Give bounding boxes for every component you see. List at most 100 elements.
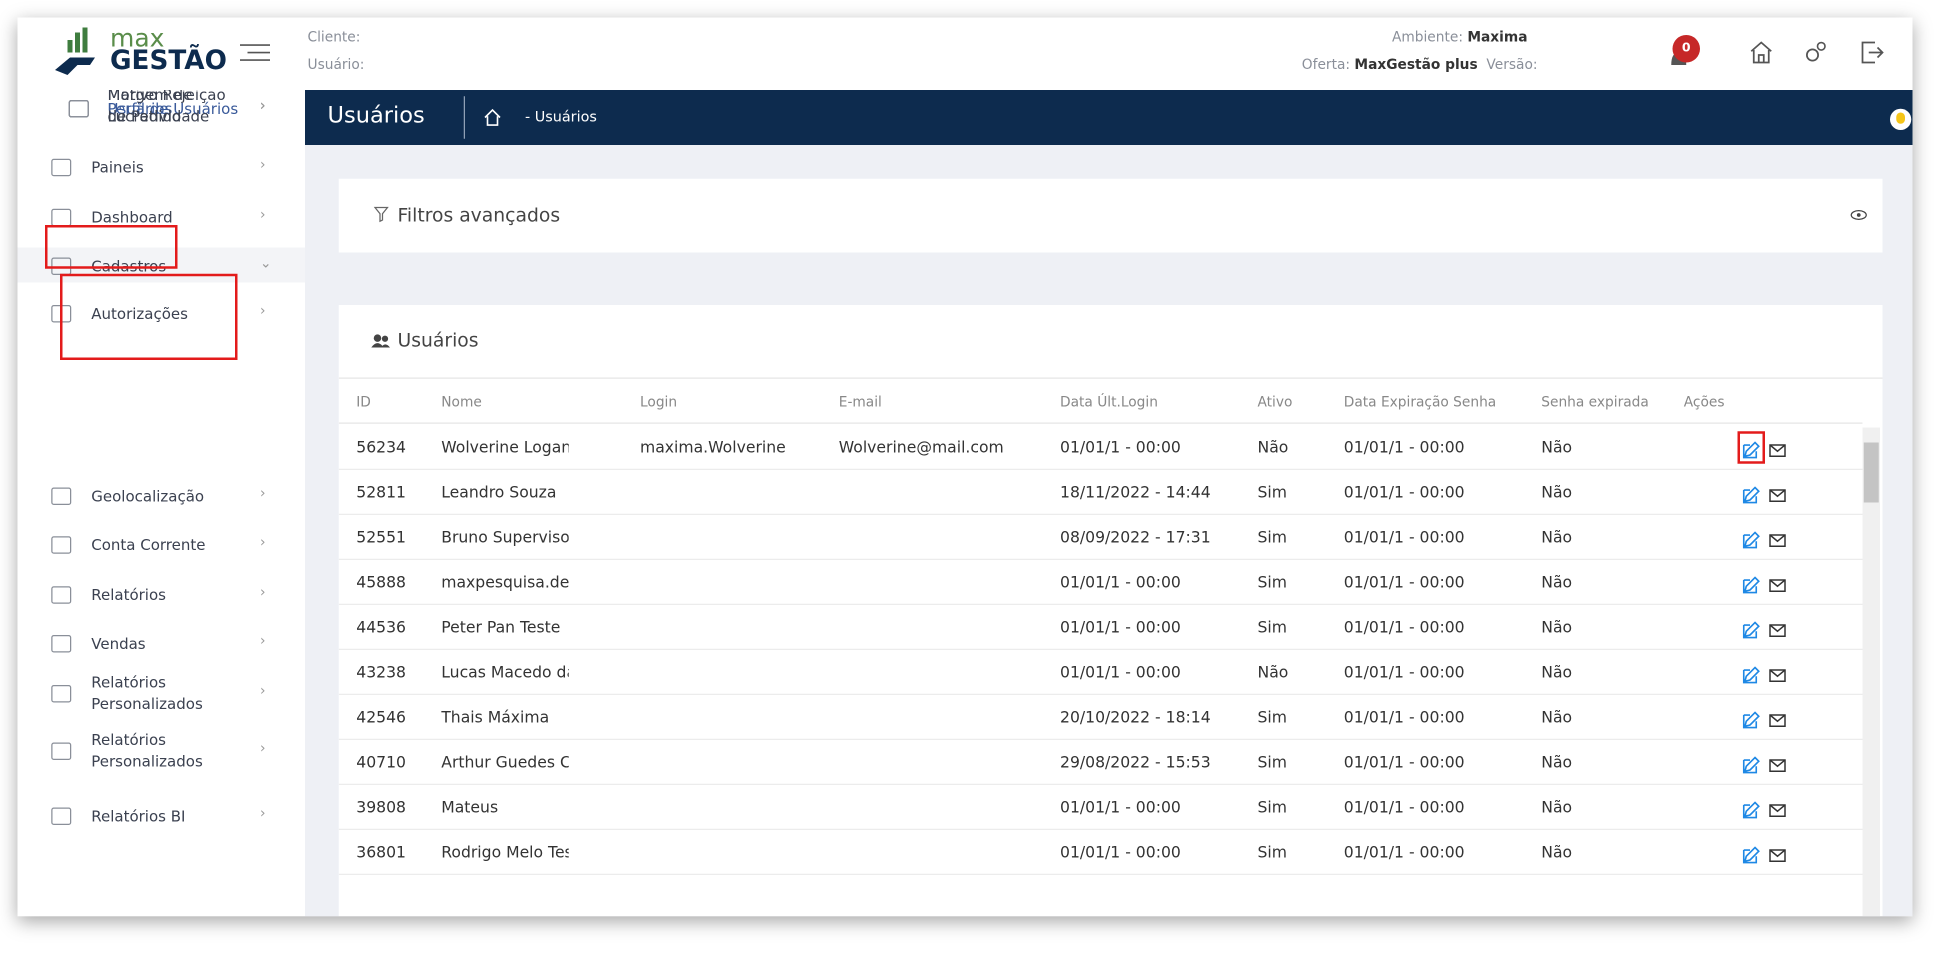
row-divider xyxy=(338,693,1863,695)
table-cell: 01/01/1 - 00:00 xyxy=(1343,617,1465,637)
row-actions[interactable] xyxy=(1742,846,1793,864)
table-cell: 43238 xyxy=(356,662,406,682)
email-icon[interactable] xyxy=(1769,804,1786,817)
column-header: Ativo xyxy=(1257,393,1293,410)
submenu-label: Margem de Lucratividade xyxy=(107,90,210,125)
menu-toggle[interactable] xyxy=(240,43,273,63)
chevron: › xyxy=(260,302,266,319)
main-content: Usuários - Usuários Filtros avançados Us… xyxy=(305,90,1913,917)
row-actions[interactable] xyxy=(1742,531,1793,549)
chevron: › xyxy=(260,632,266,649)
breadcrumb-home[interactable] xyxy=(483,108,503,128)
notification-badge[interactable]: 0 xyxy=(1672,35,1700,63)
email-icon[interactable] xyxy=(1769,669,1786,682)
menu-item[interactable]: Relatórios BI › xyxy=(18,798,306,833)
menu-item[interactable]: Conta Corrente › xyxy=(18,526,306,561)
menu-label: Relatórios xyxy=(91,586,166,604)
row-actions[interactable] xyxy=(1742,666,1793,684)
submenu-label: Perfil de Usuários xyxy=(107,100,239,118)
row-actions[interactable] xyxy=(1742,756,1793,774)
edit-icon[interactable] xyxy=(1742,486,1760,504)
table-cell: Não xyxy=(1541,482,1573,502)
edit-icon[interactable] xyxy=(1742,621,1760,639)
edit-icon[interactable] xyxy=(1742,846,1760,864)
menu-item[interactable]: Vendas › xyxy=(18,625,306,660)
row-actions[interactable] xyxy=(1742,711,1793,729)
table-cell: Thais Máxima xyxy=(441,707,550,727)
menu-item[interactable]: Relatórios › xyxy=(18,576,306,611)
column-header: Login xyxy=(640,393,678,410)
row-actions[interactable] xyxy=(1742,576,1793,594)
chevron: › xyxy=(260,805,266,822)
table-cell: 01/01/1 - 00:00 xyxy=(1343,707,1465,727)
filters-title[interactable]: Filtros avançados xyxy=(397,203,561,227)
menu-item[interactable]: Geolocalização › xyxy=(18,478,306,513)
email-icon[interactable] xyxy=(1769,759,1786,772)
edit-icon[interactable] xyxy=(1742,801,1760,819)
email-icon[interactable] xyxy=(1769,489,1786,502)
home-icon[interactable] xyxy=(1748,39,1776,67)
row-actions[interactable] xyxy=(1742,441,1793,459)
table-cell: Sim xyxy=(1257,752,1287,772)
client-label: Cliente: xyxy=(307,28,361,45)
edit-icon[interactable] xyxy=(1742,531,1760,549)
table-cell: 01/01/1 - 00:00 xyxy=(1060,437,1181,457)
edit-icon[interactable] xyxy=(1742,756,1760,774)
edit-icon[interactable] xyxy=(1742,441,1760,459)
menu-label: Dashboard xyxy=(91,208,173,227)
offer-label: Oferta: xyxy=(1301,56,1351,73)
users-card: Usuários ID Nome Login E-mail Data Últ.Login… xyxy=(338,305,1883,917)
logout-icon[interactable] xyxy=(1858,39,1886,67)
table-cell: Não xyxy=(1541,572,1573,592)
environment: Ambiente: Maxima xyxy=(1392,29,1528,45)
table-cell: Arthur Guedes Ca xyxy=(441,752,569,772)
menu-icon xyxy=(51,635,72,653)
chevron: › xyxy=(260,97,266,114)
table-cell: 01/01/1 - 00:00 xyxy=(1343,797,1465,817)
table-cell: 45888 xyxy=(356,572,406,592)
table-cell: 01/01/1 - 00:00 xyxy=(1343,527,1465,547)
environment-label: Ambiente: xyxy=(1391,28,1463,45)
chevron: › xyxy=(260,206,266,223)
menu-item[interactable]: Relatórios Personalizados › xyxy=(18,731,306,770)
table-cell: Sim xyxy=(1257,482,1287,502)
row-actions[interactable] xyxy=(1742,486,1793,504)
edit-icon[interactable] xyxy=(1742,711,1760,729)
row-actions[interactable] xyxy=(1742,621,1793,639)
table-cell: Sim xyxy=(1257,572,1287,592)
email-icon[interactable] xyxy=(1769,579,1786,592)
chevron: › xyxy=(260,97,266,114)
edit-icon[interactable] xyxy=(1742,576,1760,594)
settings-icon[interactable] xyxy=(1803,39,1831,67)
users-icon xyxy=(371,334,390,348)
filters-card: Filtros avançados xyxy=(338,178,1883,253)
email-icon[interactable] xyxy=(1769,624,1786,637)
table-cell: maxpesquisa.dev xyxy=(441,572,569,592)
table-cell: 01/01/1 - 00:00 xyxy=(1343,842,1465,862)
chevron: › xyxy=(260,485,266,502)
table-cell: 01/01/1 - 00:00 xyxy=(1060,617,1181,637)
scrollbar[interactable] xyxy=(1862,427,1880,917)
filter-icon xyxy=(373,206,389,223)
email-icon[interactable] xyxy=(1769,444,1786,457)
table-cell: Não xyxy=(1541,527,1573,547)
page-title: Usuários xyxy=(327,102,425,129)
menu-icon xyxy=(51,158,72,177)
menu-label: Geolocalização xyxy=(91,487,205,506)
email-icon[interactable] xyxy=(1769,534,1786,547)
row-actions[interactable] xyxy=(1742,801,1793,819)
edit-icon[interactable] xyxy=(1742,666,1760,684)
tip-icon[interactable] xyxy=(1890,108,1912,130)
row-divider xyxy=(338,828,1863,830)
email-icon[interactable] xyxy=(1769,714,1786,727)
email-icon[interactable] xyxy=(1769,849,1786,862)
menu-icon xyxy=(51,487,72,505)
menu-item[interactable]: Paineis › xyxy=(18,149,306,184)
table-cell: 01/01/1 - 00:00 xyxy=(1060,572,1181,592)
menu-item[interactable]: Relatórios Personalizados › xyxy=(18,674,306,713)
table-cell: 52551 xyxy=(356,527,406,547)
submenu-item[interactable]: Motivo Rejeição de Pedido › xyxy=(18,90,306,125)
toggle-filters[interactable] xyxy=(1850,209,1868,222)
submenu-label: Usuários xyxy=(107,100,173,118)
table-cell: Não xyxy=(1257,662,1289,682)
